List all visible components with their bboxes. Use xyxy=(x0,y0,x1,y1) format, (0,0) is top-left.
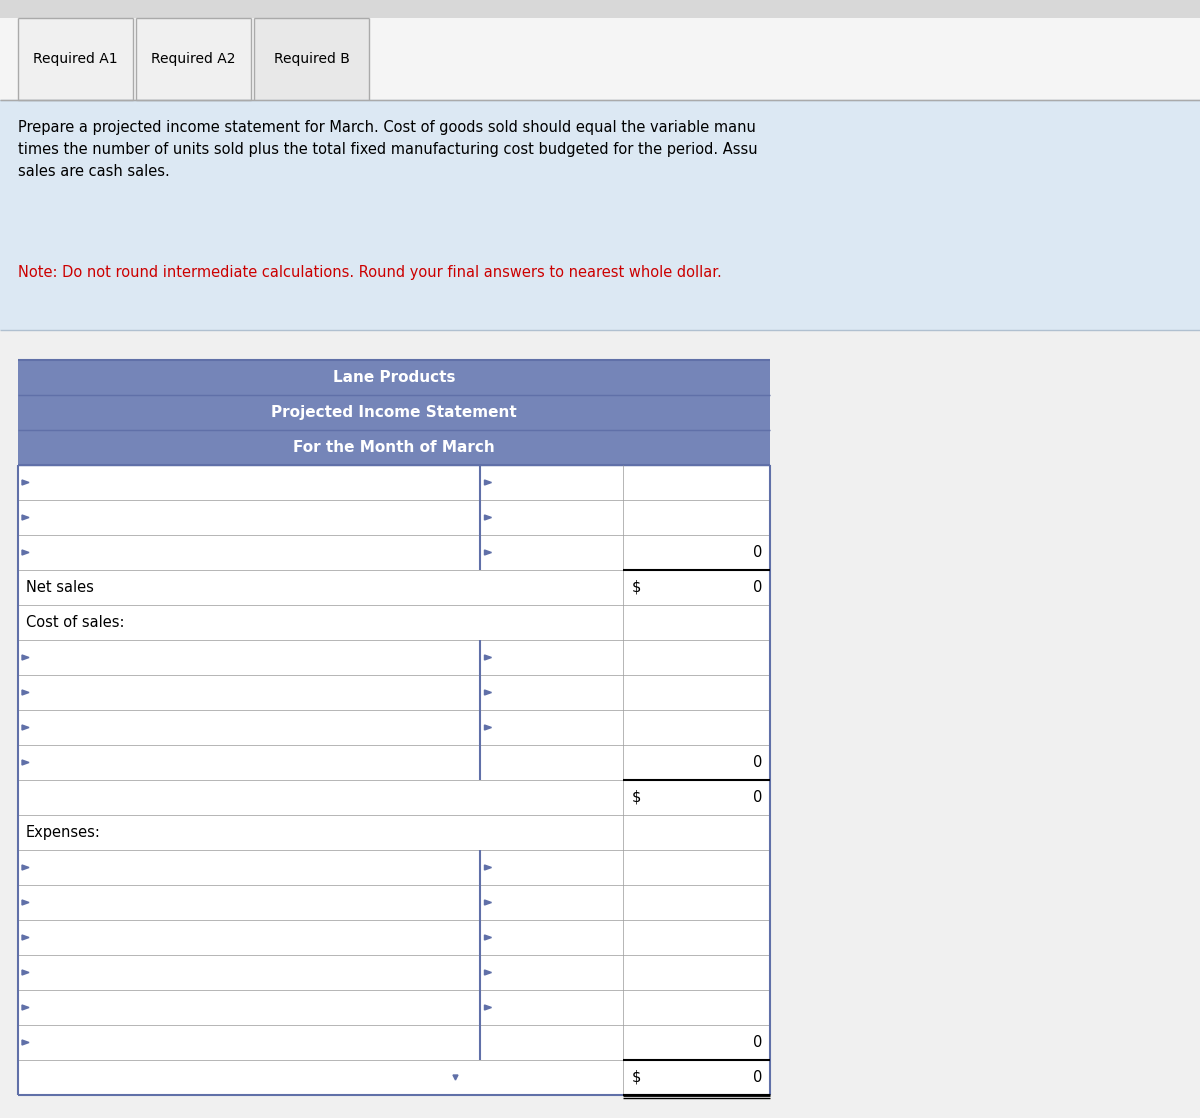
Text: 0: 0 xyxy=(752,580,762,595)
Polygon shape xyxy=(485,865,492,870)
Polygon shape xyxy=(22,935,29,940)
Bar xyxy=(18,639,770,675)
Text: Expenses:: Expenses: xyxy=(26,825,101,840)
Text: Required A1: Required A1 xyxy=(34,53,118,66)
Polygon shape xyxy=(485,515,492,520)
Polygon shape xyxy=(22,515,29,520)
Text: For the Month of March: For the Month of March xyxy=(293,440,494,455)
Bar xyxy=(18,1025,770,1060)
Text: times the number of units sold plus the total fixed manufacturing cost budgeted : times the number of units sold plus the … xyxy=(18,142,757,157)
Text: Prepare a projected income statement for March. Cost of goods sold should equal : Prepare a projected income statement for… xyxy=(18,120,756,135)
Bar xyxy=(18,815,770,850)
Polygon shape xyxy=(22,1005,29,1010)
Bar xyxy=(18,570,770,605)
Polygon shape xyxy=(485,900,492,904)
Polygon shape xyxy=(22,865,29,870)
Bar xyxy=(18,1060,770,1095)
Bar xyxy=(0,100,1200,330)
Text: $: $ xyxy=(631,790,641,805)
Polygon shape xyxy=(22,900,29,904)
Polygon shape xyxy=(485,550,492,555)
Bar xyxy=(18,605,770,639)
Bar xyxy=(254,18,370,100)
Bar xyxy=(18,360,770,395)
Polygon shape xyxy=(485,935,492,940)
Polygon shape xyxy=(485,655,492,660)
Bar xyxy=(18,430,770,465)
Polygon shape xyxy=(485,1005,492,1010)
Text: Projected Income Statement: Projected Income Statement xyxy=(271,405,517,420)
Text: $: $ xyxy=(631,1070,641,1084)
Text: 0: 0 xyxy=(752,1070,762,1084)
Text: 0: 0 xyxy=(752,1035,762,1050)
Polygon shape xyxy=(22,760,29,765)
Polygon shape xyxy=(485,970,492,975)
Text: $: $ xyxy=(631,580,641,595)
Polygon shape xyxy=(22,480,29,485)
Text: Note: Do not round intermediate calculations. Round your final answers to neares: Note: Do not round intermediate calculat… xyxy=(18,265,721,280)
Bar xyxy=(18,710,770,745)
Text: 0: 0 xyxy=(752,544,762,560)
Bar xyxy=(18,850,770,885)
Polygon shape xyxy=(485,724,492,730)
Text: Required A2: Required A2 xyxy=(151,53,235,66)
Bar xyxy=(18,18,133,100)
Polygon shape xyxy=(485,480,492,485)
Bar xyxy=(18,395,770,430)
Bar xyxy=(0,0,1200,18)
Bar xyxy=(18,991,770,1025)
Text: sales are cash sales.: sales are cash sales. xyxy=(18,164,169,179)
Polygon shape xyxy=(22,724,29,730)
Text: Net sales: Net sales xyxy=(26,580,94,595)
Bar xyxy=(18,675,770,710)
Bar xyxy=(18,780,770,815)
Polygon shape xyxy=(485,690,492,695)
Bar xyxy=(18,745,770,780)
Polygon shape xyxy=(22,655,29,660)
Polygon shape xyxy=(22,1040,29,1045)
Bar xyxy=(18,955,770,991)
Bar xyxy=(136,18,251,100)
Bar xyxy=(18,536,770,570)
Polygon shape xyxy=(22,970,29,975)
Text: Lane Products: Lane Products xyxy=(332,370,455,385)
Polygon shape xyxy=(22,690,29,695)
Text: Cost of sales:: Cost of sales: xyxy=(26,615,125,631)
Bar xyxy=(18,465,770,500)
Bar xyxy=(18,500,770,536)
Text: 0: 0 xyxy=(752,790,762,805)
Polygon shape xyxy=(22,550,29,555)
Bar xyxy=(18,920,770,955)
Bar xyxy=(18,885,770,920)
Text: 0: 0 xyxy=(752,755,762,770)
Polygon shape xyxy=(452,1076,458,1080)
Bar xyxy=(0,18,1200,100)
Text: Required B: Required B xyxy=(274,53,349,66)
